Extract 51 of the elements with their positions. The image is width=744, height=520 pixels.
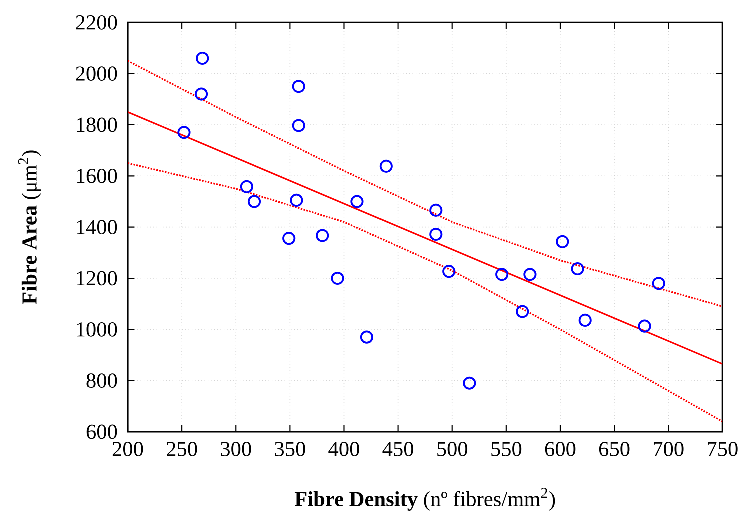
y-tick-label: 1800 bbox=[77, 118, 118, 132]
point bbox=[516, 305, 530, 318]
point bbox=[282, 232, 296, 246]
point bbox=[571, 262, 584, 276]
y-tick-label: 1400 bbox=[77, 220, 118, 235]
point bbox=[360, 330, 374, 344]
point bbox=[331, 272, 344, 286]
point bbox=[578, 314, 592, 327]
x-tick-label: 250 bbox=[167, 442, 198, 456]
point bbox=[380, 160, 393, 173]
point bbox=[248, 195, 262, 208]
point bbox=[496, 268, 509, 282]
point bbox=[463, 376, 476, 390]
x-tick-label: 550 bbox=[492, 442, 522, 456]
y-tick-label: 2000 bbox=[76, 66, 118, 82]
x-tick-label: 700 bbox=[654, 442, 684, 456]
x-tick-label: 350 bbox=[275, 442, 306, 456]
point bbox=[194, 88, 208, 101]
point bbox=[652, 277, 666, 290]
point bbox=[178, 126, 191, 140]
y-tick-label: 600 bbox=[86, 424, 118, 440]
y-tick-label: 800 bbox=[86, 374, 118, 388]
point bbox=[240, 180, 254, 194]
point bbox=[556, 235, 570, 248]
x-tick-label: 650 bbox=[599, 442, 630, 456]
y-tick-label: 2200 bbox=[76, 15, 118, 30]
y-tick-label: 1000 bbox=[77, 322, 118, 337]
point bbox=[430, 228, 443, 242]
x-axis-title: Fibre Density (nº fibres/mm$^{2}$) bbox=[294, 488, 556, 511]
x-tick-label: 750 bbox=[708, 442, 738, 456]
x-tick-label: 450 bbox=[382, 442, 414, 456]
point bbox=[290, 194, 304, 207]
point bbox=[196, 52, 210, 66]
point bbox=[316, 229, 330, 242]
x-tick-label: 200 bbox=[112, 442, 144, 456]
y-tick-label: 1200 bbox=[77, 271, 118, 286]
point bbox=[524, 268, 537, 282]
point bbox=[292, 80, 306, 94]
x-tick-label: 500 bbox=[438, 442, 468, 456]
x-tick-label: 400 bbox=[328, 442, 360, 456]
line-series bbox=[128, 162, 723, 423]
line-series bbox=[128, 60, 723, 308]
point bbox=[292, 119, 306, 132]
point bbox=[638, 320, 652, 333]
x-tick-label: 600 bbox=[545, 442, 576, 456]
point bbox=[430, 204, 443, 217]
point bbox=[442, 265, 456, 278]
point bbox=[350, 195, 364, 208]
y-axis-title: Fibre Area (μm$^{2}$) bbox=[18, 150, 42, 304]
y-tick-label: 1600 bbox=[77, 168, 118, 184]
x-tick-label: 300 bbox=[221, 442, 252, 456]
